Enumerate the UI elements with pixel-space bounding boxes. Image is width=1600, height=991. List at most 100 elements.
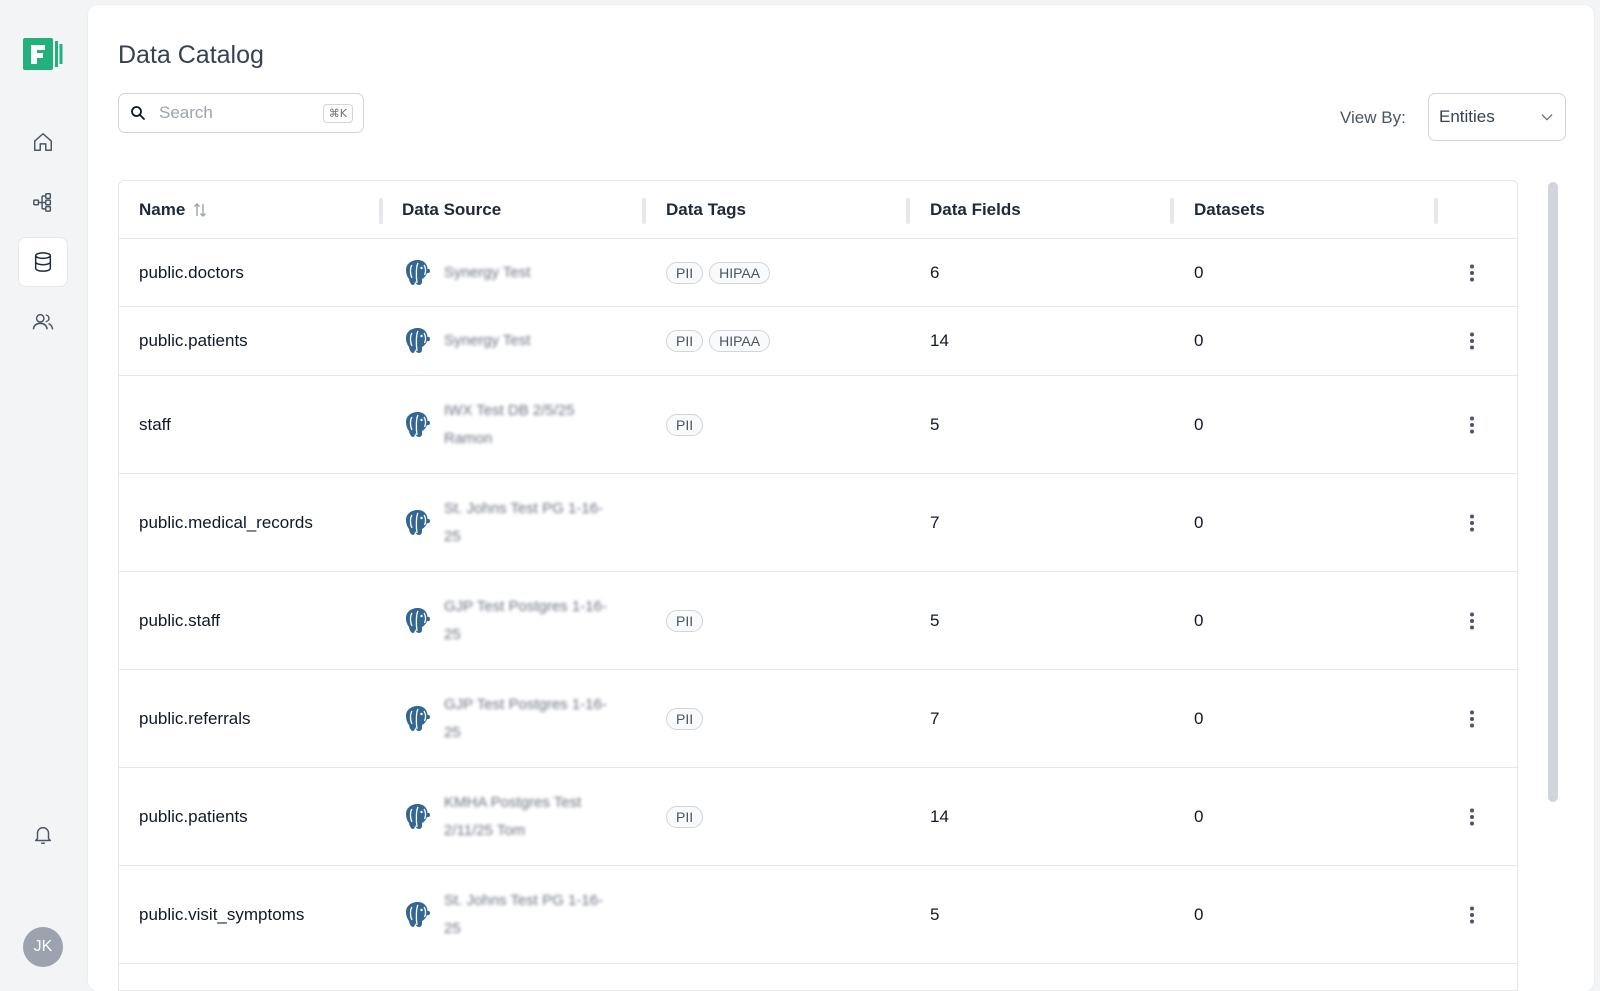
sidebar-item-users[interactable] [18, 297, 68, 347]
cell-data-source[interactable]: GJP Test Postgres 1-16-25 [402, 572, 619, 669]
row-actions-button[interactable] [1462, 572, 1482, 669]
data-tag[interactable]: HIPAA [709, 261, 771, 284]
data-tag[interactable]: PII [666, 609, 704, 632]
data-tag[interactable]: PII [666, 330, 704, 352]
row-actions-button[interactable] [1462, 866, 1482, 963]
more-options-icon[interactable] [1462, 709, 1482, 729]
row-actions-button[interactable] [1462, 670, 1482, 767]
cell-data-source[interactable]: St. Johns Test PG 1-16-25 [402, 866, 619, 963]
data-tag[interactable]: HIPAA [709, 330, 771, 352]
entity-name[interactable]: staff [139, 414, 171, 434]
cell-data-source[interactable]: IWX Test DB 2/5/25 Ramon [402, 376, 619, 473]
column-resize-handle[interactable] [1170, 198, 1174, 224]
view-by-select[interactable]: Entities [1428, 93, 1566, 141]
chevron-down-icon [1541, 114, 1553, 121]
entity-name[interactable]: public.patients [139, 331, 248, 350]
sidebar-item-data-catalog[interactable] [18, 237, 68, 287]
data-source-name[interactable]: St. Johns Test PG 1-16-25 [444, 891, 603, 937]
data-tag[interactable]: PII [666, 805, 704, 828]
cell-name[interactable]: public.visit_symptoms [139, 866, 304, 963]
cell-name[interactable]: public.patients [139, 307, 248, 375]
column-header-name[interactable]: Name [139, 181, 207, 239]
search-box[interactable]: ⌘K [118, 93, 364, 133]
cell-name[interactable]: public.patients [139, 768, 248, 865]
sort-icon[interactable] [193, 202, 207, 218]
data-source-name[interactable]: Synergy Test [444, 332, 531, 349]
column-header-data-fields[interactable]: Data Fields [930, 181, 1021, 239]
cell-name[interactable]: public.doctors [139, 239, 244, 306]
more-options-icon[interactable] [1462, 807, 1482, 827]
table-row[interactable]: public.staff GJP Test Postgres 1-16-25 PII… [119, 572, 1517, 670]
table-row[interactable]: public.visit_symptoms St. Johns Test PG 1… [119, 866, 1517, 964]
entity-name[interactable]: public.referrals [139, 708, 251, 728]
cell-name[interactable]: public.staff [139, 572, 220, 669]
table-row[interactable]: public.referrals GJP Test Postgres 1-16-2… [119, 670, 1517, 768]
column-header-data-tags[interactable]: Data Tags [666, 181, 746, 239]
data-source-name[interactable]: GJP Test Postgres 1-16-25 [444, 597, 607, 643]
datasets-count: 0 [1194, 262, 1204, 282]
sidebar-item-lineage[interactable] [18, 177, 68, 227]
search-input[interactable] [159, 103, 323, 123]
row-actions-button[interactable] [1462, 768, 1482, 865]
column-resize-handle[interactable] [906, 198, 910, 224]
data-source-name[interactable]: St. Johns Test PG 1-16-25 [444, 499, 603, 545]
cell-data-source[interactable]: Synergy Test [402, 239, 619, 306]
cell-datasets: 0 [1194, 376, 1203, 473]
datasets-count: 0 [1194, 331, 1204, 350]
cell-data-tags: PII [666, 768, 709, 865]
column-label: Data Source [402, 200, 502, 219]
more-options-icon[interactable] [1462, 263, 1482, 283]
table-row[interactable]: public.medical_records St. Johns Test PG … [119, 474, 1517, 572]
cell-data-source[interactable]: GJP Test Postgres 1-16-25 [402, 670, 619, 767]
column-resize-handle[interactable] [642, 198, 646, 224]
avatar[interactable]: JK [23, 927, 63, 967]
cell-data-source[interactable]: St. Johns Test PG 1-16-25 [402, 474, 619, 571]
postgresql-icon [406, 259, 430, 285]
column-resize-handle[interactable] [1434, 198, 1438, 224]
entity-name[interactable]: public.medical_records [139, 512, 313, 532]
entity-name[interactable]: public.patients [139, 806, 248, 826]
table-row[interactable]: staff IWX Test DB 2/5/25 Ramon PII 5 0 [119, 376, 1517, 474]
data-tag[interactable]: PII [666, 261, 704, 284]
entity-name[interactable]: public.visit_symptoms [139, 904, 305, 924]
cell-data-source[interactable]: KMHA Postgres Test 2/11/25 Tom [402, 768, 619, 865]
cell-data-tags: PII HIPAA [666, 307, 776, 375]
entity-name[interactable]: public.doctors [139, 262, 244, 282]
more-options-icon[interactable] [1462, 905, 1482, 925]
data-source-name[interactable]: KMHA Postgres Test 2/11/25 Tom [444, 793, 582, 839]
cell-data-fields: 5 [930, 376, 939, 473]
more-options-icon[interactable] [1462, 415, 1482, 435]
notifications-button[interactable] [18, 810, 68, 860]
sidebar-item-home[interactable] [18, 117, 68, 167]
more-options-icon[interactable] [1462, 331, 1482, 351]
data-source-name[interactable]: Synergy Test [444, 263, 531, 281]
cell-name[interactable]: public.referrals [139, 670, 251, 767]
column-label: Name [139, 200, 186, 219]
data-tag[interactable]: PII [666, 707, 704, 730]
row-actions-button[interactable] [1462, 307, 1482, 375]
page-scrollbar[interactable] [1548, 182, 1558, 802]
cell-datasets: 0 [1194, 768, 1203, 865]
row-actions-button[interactable] [1462, 474, 1482, 571]
column-header-datasets[interactable]: Datasets [1194, 181, 1265, 239]
data-tag[interactable]: PII [666, 413, 704, 436]
cell-name[interactable]: public.medical_records [139, 474, 313, 571]
table-row[interactable]: public.patients Synergy Test PII HIPAA 14 0 [119, 307, 1517, 376]
entity-name[interactable]: public.staff [139, 610, 220, 630]
data-fields-count: 7 [930, 512, 940, 532]
more-options-icon[interactable] [1462, 513, 1482, 533]
more-options-icon[interactable] [1462, 611, 1482, 631]
data-source-name[interactable]: IWX Test DB 2/5/25 Ramon [444, 401, 575, 447]
cell-name[interactable]: staff [139, 376, 171, 473]
cell-data-fields: 14 [930, 768, 949, 865]
app-logo[interactable] [23, 36, 63, 72]
row-actions-button[interactable] [1462, 239, 1482, 306]
table-row[interactable]: public.patients KMHA Postgres Test 2/11/2… [119, 768, 1517, 866]
row-actions-button[interactable] [1462, 376, 1482, 473]
cell-data-source[interactable]: Synergy Test [402, 307, 619, 375]
table-row[interactable]: public.doctors Synergy Test PII HIPAA 6 0 [119, 239, 1517, 307]
column-header-data-source[interactable]: Data Source [402, 181, 501, 239]
cell-data-fields: 7 [930, 474, 939, 571]
data-source-name[interactable]: GJP Test Postgres 1-16-25 [444, 695, 607, 741]
column-resize-handle[interactable] [379, 198, 383, 224]
